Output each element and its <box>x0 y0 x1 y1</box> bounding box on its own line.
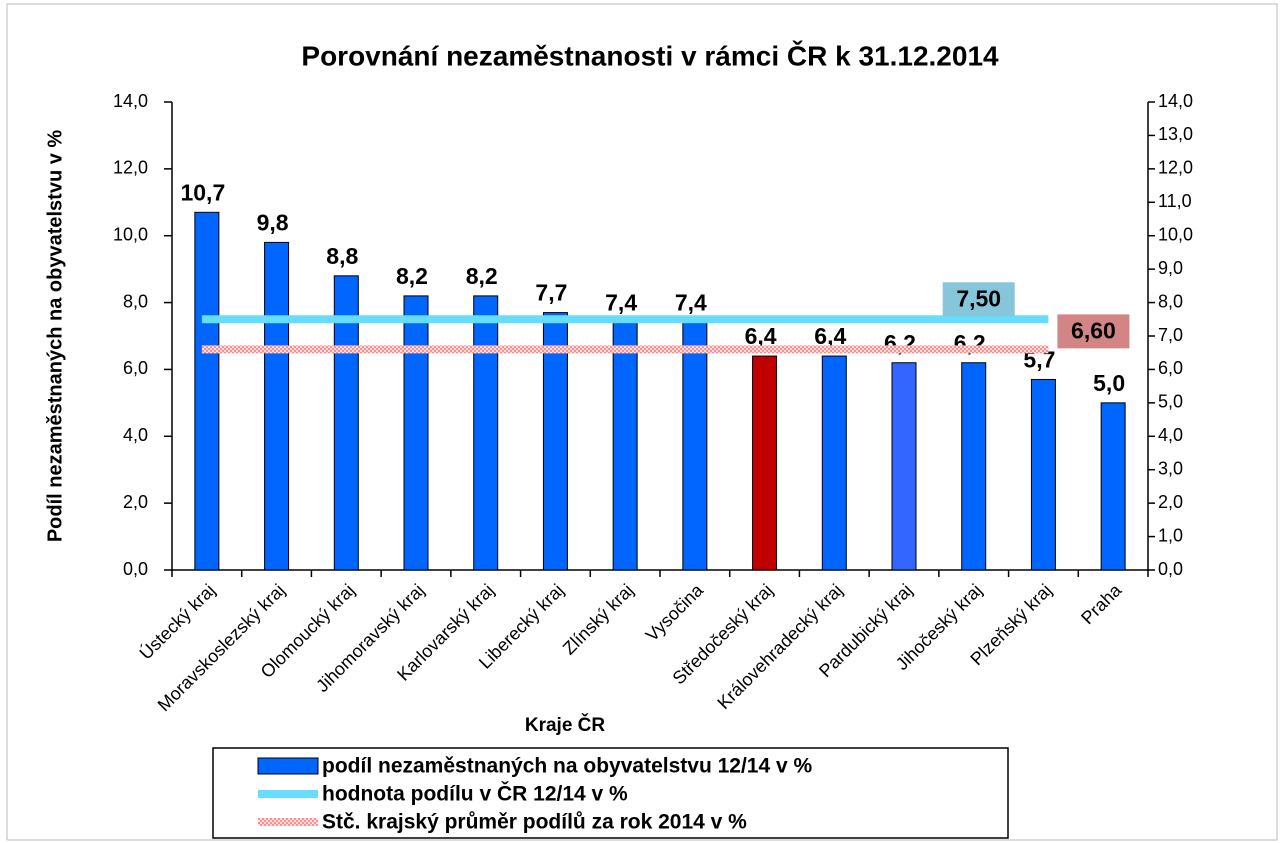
bar <box>682 322 708 571</box>
y2-tick-label: 4,0 <box>1158 425 1183 445</box>
bar <box>333 275 359 571</box>
bar <box>194 211 220 571</box>
reference-label: 7,50 <box>956 285 1001 311</box>
bar <box>473 295 499 571</box>
bar <box>821 355 847 571</box>
data-label: 9,8 <box>257 209 289 235</box>
y-tick-label: 8,0 <box>123 291 148 311</box>
data-label: 8,2 <box>466 263 498 289</box>
legend-label: Stč. krajský průměr podílů za rok 2014 v… <box>322 811 747 834</box>
reference-label: 6,60 <box>1071 317 1116 343</box>
y2-tick-label: 0,0 <box>1158 559 1183 579</box>
frame <box>6 3 1278 841</box>
data-label: 5,0 <box>1093 370 1125 396</box>
legend <box>212 747 1009 839</box>
bar <box>1100 402 1126 571</box>
y2-tick-label: 8,0 <box>1158 291 1183 311</box>
x-tick-label: Moravskoslezský kraj <box>154 580 289 715</box>
bar <box>403 295 429 571</box>
reference-line <box>201 345 1049 354</box>
legend-swatch <box>258 818 318 826</box>
bar <box>542 312 568 571</box>
y-axis-label: Podíl nezaměstnaných na obyvatelstvu v % <box>44 130 66 543</box>
data-label: 6,4 <box>745 323 777 349</box>
y2-tick-label: 1,0 <box>1158 525 1183 545</box>
data-label: 7,4 <box>675 290 707 316</box>
x-tick-label: Zlínský kraj <box>559 580 637 658</box>
x-tick-label: Královehradecký kraj <box>713 580 846 713</box>
y-tick-label: 0,0 <box>123 559 148 579</box>
legend-label: podíl nezaměstnaných na obyvatelstvu 12/… <box>322 755 813 778</box>
y2-tick-label: 10,0 <box>1158 224 1193 244</box>
y2-tick-label: 7,0 <box>1158 325 1183 345</box>
reference-label-box <box>942 282 1015 317</box>
y-tick-label: 4,0 <box>123 425 148 445</box>
bar <box>752 355 778 571</box>
bar <box>264 241 290 571</box>
y2-tick-label: 6,0 <box>1158 358 1183 378</box>
bar <box>891 362 917 571</box>
y2-tick-label: 3,0 <box>1158 458 1183 478</box>
bar <box>1030 378 1056 571</box>
y2-tick-label: 12,0 <box>1158 158 1193 178</box>
x-axis-label: Kraje ČR <box>525 714 606 736</box>
y2-tick-label: 14,0 <box>1158 91 1193 111</box>
y-tick-label: 10,0 <box>113 224 148 244</box>
data-label: 6,4 <box>814 323 846 349</box>
y2-tick-label: 11,0 <box>1158 191 1192 211</box>
y2-tick-label: 5,0 <box>1158 392 1183 412</box>
data-label: 7,7 <box>535 280 567 306</box>
y2-tick-label: 9,0 <box>1158 258 1183 278</box>
data-label: 7,4 <box>605 290 637 316</box>
y-tick-label: 2,0 <box>123 492 148 512</box>
y-tick-label: 12,0 <box>113 158 148 178</box>
x-tick-label: Vysočina <box>642 579 708 645</box>
y2-tick-label: 2,0 <box>1158 492 1183 512</box>
y-tick-label: 6,0 <box>123 358 148 378</box>
y2-tick-label: 13,0 <box>1158 124 1193 144</box>
bar <box>961 362 987 571</box>
reference-label-box <box>1057 314 1130 349</box>
x-tick-label: Praha <box>1077 579 1126 628</box>
legend-swatch <box>257 757 319 775</box>
data-label: 8,8 <box>326 243 358 269</box>
data-label: 10,7 <box>180 179 225 205</box>
data-label: 8,2 <box>396 263 428 289</box>
legend-label: hodnota podílu v ČR 12/14 v % <box>322 782 628 806</box>
chart-title: Porovnání nezaměstnanosti v rámci ČR k 3… <box>301 39 999 71</box>
y-tick-label: 14,0 <box>113 91 148 111</box>
bar <box>612 322 638 571</box>
